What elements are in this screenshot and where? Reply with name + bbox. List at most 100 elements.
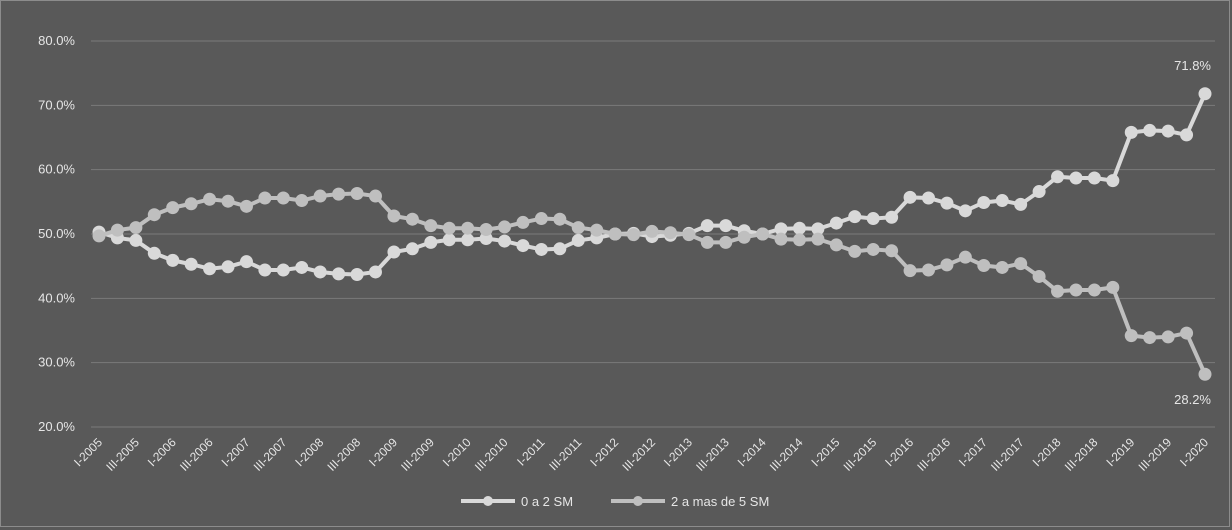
data-point <box>424 219 438 233</box>
data-point <box>756 227 770 241</box>
data-point <box>590 223 604 237</box>
data-point <box>350 186 364 200</box>
data-point <box>571 233 585 247</box>
data-point <box>885 210 899 224</box>
data-point <box>1069 171 1083 185</box>
data-point <box>958 250 972 264</box>
x-tick-label: III-2017 <box>988 435 1027 474</box>
data-point <box>866 242 880 256</box>
x-tick-label: III-2008 <box>325 435 364 474</box>
data-point <box>848 244 862 258</box>
x-tick-label: III-2010 <box>472 435 511 474</box>
data-point <box>166 253 180 267</box>
data-point <box>1069 283 1083 297</box>
data-point <box>516 239 530 253</box>
data-point <box>719 235 733 249</box>
x-tick-label: III-2019 <box>1136 435 1175 474</box>
data-point <box>1124 329 1138 343</box>
data-point <box>1051 284 1065 298</box>
data-point <box>1198 87 1212 101</box>
data-point <box>295 194 309 208</box>
series-a <box>92 87 1212 282</box>
data-point <box>369 265 382 279</box>
data-point <box>811 232 825 246</box>
data-point <box>792 221 806 235</box>
data-point <box>885 244 899 258</box>
data-point <box>922 191 935 205</box>
data-point <box>332 187 346 201</box>
data-point <box>571 221 585 235</box>
data-point <box>1143 123 1157 137</box>
data-point <box>92 229 106 243</box>
data-point <box>405 242 419 256</box>
data-point <box>276 191 290 205</box>
data-point <box>829 216 843 230</box>
data-point <box>1087 171 1101 185</box>
data-point <box>1124 125 1138 139</box>
data-point <box>534 212 548 226</box>
x-tick-label: I-2006 <box>145 435 179 469</box>
end-value-label: 71.8% <box>1174 58 1211 73</box>
data-point <box>313 265 327 279</box>
data-point <box>995 260 1009 274</box>
x-tick-label: I-2007 <box>219 435 253 469</box>
x-tick-label: III-2013 <box>693 435 732 474</box>
data-point <box>258 191 272 205</box>
data-point <box>700 235 714 249</box>
legend-swatch-marker <box>633 496 643 506</box>
data-point <box>479 222 493 236</box>
data-point <box>922 263 935 277</box>
data-point <box>129 233 143 247</box>
x-tick-label: III-2007 <box>251 435 290 474</box>
data-point <box>313 189 327 203</box>
x-tick-label: I-2008 <box>292 435 326 469</box>
data-point <box>866 212 880 226</box>
data-point <box>903 264 917 278</box>
data-point <box>829 238 843 252</box>
data-point <box>1014 197 1028 211</box>
data-point <box>110 223 124 237</box>
data-point <box>184 197 198 211</box>
series-line <box>98 191 1207 376</box>
data-point <box>516 215 530 229</box>
data-point <box>1014 257 1028 271</box>
data-point <box>977 195 991 209</box>
data-point <box>553 212 567 226</box>
data-point <box>1106 280 1120 294</box>
data-point <box>1032 269 1046 283</box>
data-point <box>332 267 346 281</box>
data-point <box>958 204 972 218</box>
data-point <box>387 209 401 223</box>
data-point <box>1180 326 1194 340</box>
x-tick-label: III-2018 <box>1062 435 1101 474</box>
data-point <box>700 219 714 233</box>
legend-swatch-marker <box>483 496 493 506</box>
data-point <box>608 227 622 241</box>
y-axis-ticks: 80.0% 70.0% 60.0% 50.0% 40.0% 30.0% 20.0% <box>38 33 75 434</box>
data-point <box>442 233 456 247</box>
x-tick-label: I-2012 <box>587 435 621 469</box>
data-point <box>203 192 217 206</box>
series-layer <box>92 87 1212 381</box>
data-point <box>534 242 548 256</box>
data-point <box>811 222 825 236</box>
x-tick-label: I-2013 <box>661 435 695 469</box>
data-point <box>405 212 419 226</box>
x-tick-label: I-2014 <box>735 435 769 469</box>
x-tick-label: III-2006 <box>177 435 216 474</box>
legend-label: 0 a 2 SM <box>521 494 573 509</box>
data-point <box>774 232 788 246</box>
data-point <box>479 232 493 246</box>
data-point <box>1032 185 1046 199</box>
x-tick-label: I-2010 <box>440 435 474 469</box>
data-point <box>461 233 475 247</box>
y-tick-label: 60.0% <box>38 162 75 177</box>
data-point <box>995 194 1009 208</box>
data-point <box>239 199 253 213</box>
x-tick-label: III-2012 <box>619 435 658 474</box>
x-tick-label: I-2005 <box>71 435 105 469</box>
data-point <box>221 194 235 208</box>
